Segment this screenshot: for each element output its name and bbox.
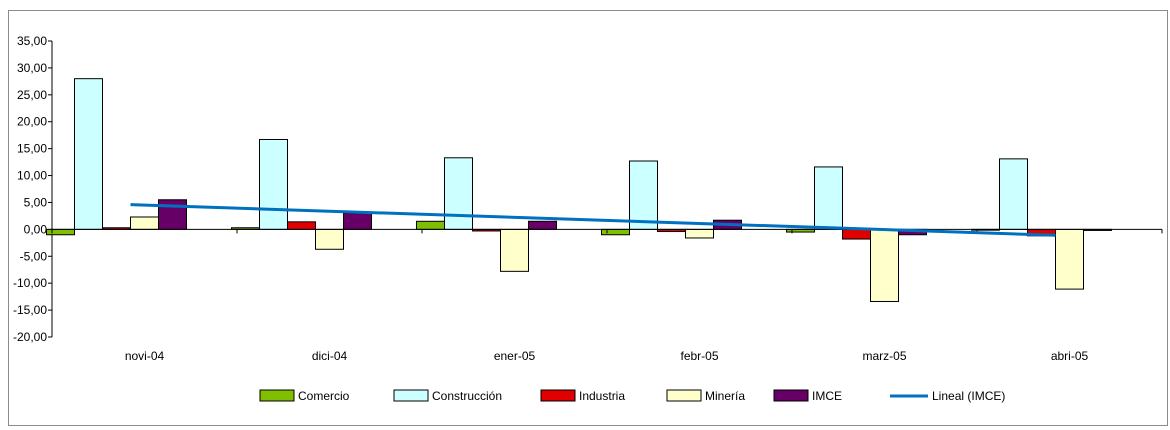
x-tick-label: febr-05 — [680, 349, 718, 363]
bar-construccin-ener-05 — [444, 157, 473, 230]
legend-label: IMCE — [812, 389, 842, 403]
bar-construccin-dici-04 — [259, 138, 288, 230]
y-tick-label: 20,00 — [17, 115, 47, 129]
bar-minera-abri-05 — [1055, 228, 1084, 290]
legend-label: Industria — [579, 389, 625, 403]
legend-swatch-minera — [666, 389, 702, 402]
y-tick-label: 0,00 — [24, 222, 48, 236]
bar-minera-marz-05 — [870, 228, 899, 302]
legend-label: Construcción — [432, 389, 502, 403]
top-strip — [0, 0, 1170, 10]
x-tick-label: novi-04 — [125, 349, 165, 363]
y-tick-label: 5,00 — [24, 195, 48, 209]
x-tick-label: dici-04 — [312, 349, 348, 363]
bar-comercio-novi-04 — [46, 228, 75, 236]
legend-label: Comercio — [298, 389, 350, 403]
x-tick-label: abri-05 — [1051, 349, 1089, 363]
legend-label: Minería — [705, 389, 745, 403]
bar-construccin-febr-05 — [629, 160, 658, 230]
x-tick-label: ener-05 — [494, 349, 536, 363]
y-tick-label: 30,00 — [17, 61, 47, 75]
y-tick-label: 35,00 — [17, 34, 47, 48]
y-tick-label: 10,00 — [17, 169, 47, 183]
bar-industria-dici-04 — [287, 221, 316, 230]
y-tick-label: -15,00 — [13, 303, 47, 317]
y-tick-label: 25,00 — [17, 88, 47, 102]
y-tick-label: -10,00 — [13, 276, 47, 290]
legend-label: Lineal (IMCE) — [932, 389, 1005, 403]
y-tick-label: -20,00 — [13, 330, 47, 344]
legend-swatch-construccin — [393, 389, 429, 402]
bar-industria-marz-05 — [842, 228, 871, 240]
bar-construccin-novi-04 — [74, 78, 103, 230]
bar-minera-novi-04 — [130, 216, 159, 230]
y-tick-label: -5,00 — [20, 249, 48, 263]
bar-minera-dici-04 — [315, 228, 344, 250]
y-tick-label: 15,00 — [17, 142, 47, 156]
x-tick-label: marz-05 — [862, 349, 906, 363]
bar-imce-ener-05 — [528, 220, 557, 230]
legend-swatch-industria — [540, 389, 576, 402]
bar-minera-ener-05 — [500, 228, 529, 272]
legend-swatch-comercio — [259, 389, 295, 402]
chart-frame — [8, 10, 1168, 426]
bar-comercio-ener-05 — [416, 220, 445, 230]
legend-swatch-imce — [773, 389, 809, 402]
bar-construccin-marz-05 — [814, 166, 843, 230]
bar-imce-dici-04 — [343, 212, 372, 230]
bar-construccin-abri-05 — [999, 158, 1028, 230]
bar-minera-febr-05 — [685, 228, 714, 239]
bar-comercio-febr-05 — [601, 228, 630, 236]
trendline-imce — [130, 203, 1056, 237]
